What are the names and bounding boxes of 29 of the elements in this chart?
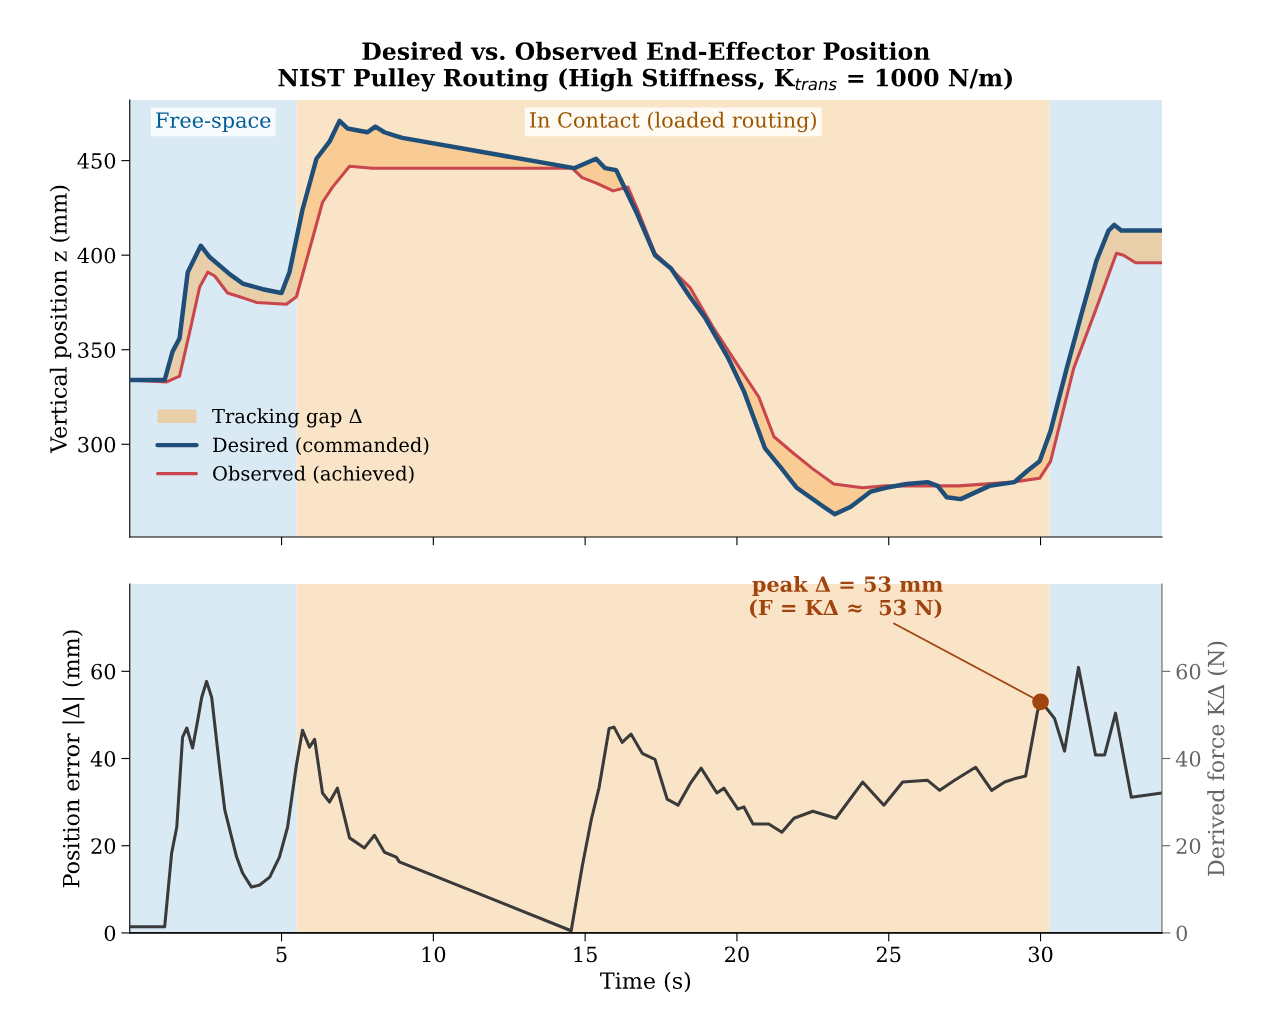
y-tick-label: 20 [91,838,116,854]
y-tick-label: 350 [78,342,116,358]
x-axis-title: Time (s) [600,971,691,993]
y2-tick-label: 0 [1176,925,1188,942]
band-label: In Contact (loaded routing) [529,111,816,133]
chart-title: Desired vs. Observed End-Effector Position NIST Pulley Routing (High Stiffness, K$_{trans}$ = 1000 N/m) [278,41,1012,92]
y2-tick-label: 40 [1175,750,1201,767]
legend-label: Desired (commanded) [213,437,429,455]
x-tick-label: 10 [422,946,446,963]
y-tick-label: 60 [91,663,116,680]
x-tick-label: 15 [574,946,597,963]
legend-label: Tracking gap Δ [212,408,362,428]
y-tick-label: 0 [104,925,116,942]
annotation: peak Δ = 53 mm (F = KΔ ≈ 53 N) [750,575,943,619]
y-axis-title: Position error |Δ| (mm) [62,630,85,888]
y-tick-label: 400 [77,247,116,264]
x-tick-label: 30 [1028,946,1053,963]
y-tick-label: 450 [77,153,116,169]
y2-tick-label: 60 [1176,663,1201,680]
y-tick-label: 40 [90,750,116,767]
x-tick-label: 25 [876,946,901,963]
y-axis-title: Vertical position z (mm) [49,185,72,454]
y-tick-label: 300 [78,436,116,453]
y2-tick-label: 20 [1176,838,1201,854]
band-label: Free-space [156,112,271,133]
y2-axis-title: Derived force KΔ (N) [1207,641,1228,876]
legend-label: Observed (achieved) [213,465,414,484]
x-tick-label: 5 [276,946,287,963]
x-tick-label: 20 [725,946,749,963]
